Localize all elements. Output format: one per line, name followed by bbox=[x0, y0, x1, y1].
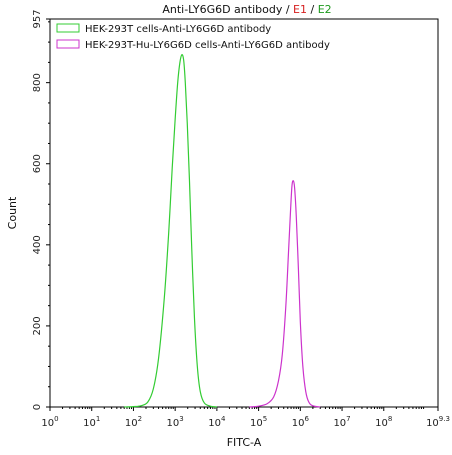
series-line-2 bbox=[249, 180, 321, 408]
y-tick-label: 800 bbox=[32, 73, 43, 92]
y-tick-label: 200 bbox=[32, 316, 43, 335]
series-layer bbox=[124, 54, 321, 408]
x-axis-ticks: 100 101 102 103 104 105 106 107 108 109.3 bbox=[41, 407, 450, 429]
y-tick-label: 0 bbox=[32, 404, 43, 410]
legend-swatch-series-2 bbox=[56, 39, 80, 49]
legend-swatch-series-1 bbox=[56, 23, 80, 33]
x-tick-label: 106 bbox=[292, 415, 310, 429]
x-tick-label: 105 bbox=[250, 415, 267, 429]
x-tick-label: 109.3 bbox=[426, 415, 450, 429]
y-tick-label: 400 bbox=[32, 235, 43, 254]
legend-label-series-2: HEK-293T-Hu-LY6G6D cells-Anti-LY6G6D ant… bbox=[85, 40, 330, 51]
x-tick-label: 108 bbox=[375, 415, 392, 429]
x-axis-title: FITC-A bbox=[227, 436, 262, 449]
title-e2: E2 bbox=[318, 3, 332, 16]
x-tick-label: 107 bbox=[333, 415, 350, 429]
title-separator-1: / bbox=[282, 3, 293, 16]
chart-title: Anti-LY6G6D antibody / E1 / E2 bbox=[162, 3, 331, 16]
x-tick-label: 103 bbox=[167, 415, 184, 429]
x-tick-label: 102 bbox=[125, 415, 142, 429]
x-tick-label: 101 bbox=[83, 415, 100, 429]
y-axis-ticks: 0 200 400 600 800 957 bbox=[32, 9, 50, 410]
y-tick-label: 957 bbox=[32, 9, 43, 28]
legend: HEK-293T cells-Anti-LY6G6D antibody HEK-… bbox=[56, 23, 330, 51]
title-main: Anti-LY6G6D antibody bbox=[162, 3, 282, 16]
legend-label-series-1: HEK-293T cells-Anti-LY6G6D antibody bbox=[85, 24, 271, 35]
title-separator-2: / bbox=[307, 3, 318, 16]
title-e1: E1 bbox=[293, 3, 307, 16]
y-axis-title: Count bbox=[6, 196, 19, 229]
y-tick-label: 600 bbox=[32, 154, 43, 173]
plot-frame bbox=[49, 18, 439, 408]
series-line-1 bbox=[124, 54, 217, 408]
x-tick-label: 104 bbox=[208, 415, 226, 429]
x-tick-label: 100 bbox=[41, 415, 58, 429]
